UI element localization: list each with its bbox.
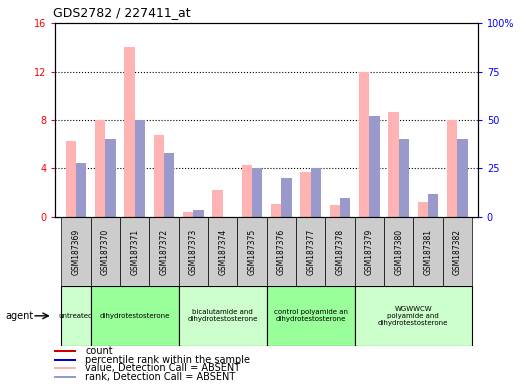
Bar: [164, 153, 174, 217]
Bar: [355, 286, 472, 346]
Text: GSM187382: GSM187382: [453, 228, 462, 275]
Bar: [95, 120, 105, 217]
Bar: [310, 169, 321, 217]
Bar: [457, 139, 468, 217]
Text: GSM187380: GSM187380: [394, 228, 403, 275]
Text: percentile rank within the sample: percentile rank within the sample: [86, 355, 250, 365]
Text: GSM187376: GSM187376: [277, 228, 286, 275]
Bar: [442, 217, 472, 286]
Text: untreated: untreated: [59, 313, 93, 319]
Text: GSM187375: GSM187375: [248, 228, 257, 275]
Bar: [413, 217, 442, 286]
Bar: [389, 111, 399, 217]
Text: GDS2782 / 227411_at: GDS2782 / 227411_at: [53, 6, 191, 19]
Bar: [428, 194, 438, 217]
Text: control polyamide an
dihydrotestosterone: control polyamide an dihydrotestosterone: [274, 310, 347, 322]
Bar: [105, 139, 116, 217]
Bar: [369, 116, 380, 217]
Text: GSM187377: GSM187377: [306, 228, 315, 275]
Bar: [271, 204, 281, 217]
Bar: [125, 47, 135, 217]
Bar: [242, 165, 252, 217]
Text: GSM187370: GSM187370: [101, 228, 110, 275]
Bar: [329, 205, 340, 217]
Text: GSM187381: GSM187381: [423, 228, 432, 275]
Bar: [183, 212, 193, 217]
Bar: [135, 120, 145, 217]
Bar: [384, 217, 413, 286]
Bar: [76, 163, 86, 217]
Bar: [325, 217, 355, 286]
Bar: [91, 217, 120, 286]
Text: GSM187373: GSM187373: [189, 228, 198, 275]
Bar: [300, 172, 310, 217]
Bar: [61, 286, 91, 346]
Text: GSM187374: GSM187374: [218, 228, 227, 275]
Bar: [120, 217, 149, 286]
Text: value, Detection Call = ABSENT: value, Detection Call = ABSENT: [86, 363, 240, 373]
Bar: [237, 217, 267, 286]
Text: GSM187369: GSM187369: [71, 228, 80, 275]
Bar: [359, 71, 369, 217]
Bar: [418, 202, 428, 217]
Bar: [267, 217, 296, 286]
Bar: [54, 376, 76, 377]
Bar: [54, 351, 76, 352]
Bar: [149, 217, 178, 286]
Bar: [178, 286, 267, 346]
Text: GSM187371: GSM187371: [130, 228, 139, 275]
Text: GSM187379: GSM187379: [365, 228, 374, 275]
Text: GSM187372: GSM187372: [159, 228, 168, 275]
Bar: [399, 139, 409, 217]
Bar: [54, 367, 76, 369]
Bar: [193, 210, 204, 217]
Bar: [61, 217, 91, 286]
Bar: [54, 359, 76, 361]
Bar: [212, 190, 223, 217]
Bar: [154, 134, 164, 217]
Text: bicalutamide and
dihydrotestosterone: bicalutamide and dihydrotestosterone: [187, 310, 258, 322]
Bar: [252, 169, 262, 217]
Text: dihydrotestosterone: dihydrotestosterone: [99, 313, 170, 319]
Text: agent: agent: [5, 311, 34, 321]
Bar: [355, 217, 384, 286]
Bar: [447, 120, 457, 217]
Bar: [296, 217, 325, 286]
Bar: [178, 217, 208, 286]
Text: rank, Detection Call = ABSENT: rank, Detection Call = ABSENT: [86, 372, 235, 382]
Text: count: count: [86, 346, 113, 356]
Bar: [91, 286, 178, 346]
Bar: [65, 141, 76, 217]
Bar: [281, 178, 291, 217]
Bar: [267, 286, 355, 346]
Bar: [208, 217, 237, 286]
Bar: [340, 198, 350, 217]
Text: WGWWCW
polyamide and
dihydrotestosterone: WGWWCW polyamide and dihydrotestosterone: [378, 306, 448, 326]
Text: GSM187378: GSM187378: [335, 228, 344, 275]
